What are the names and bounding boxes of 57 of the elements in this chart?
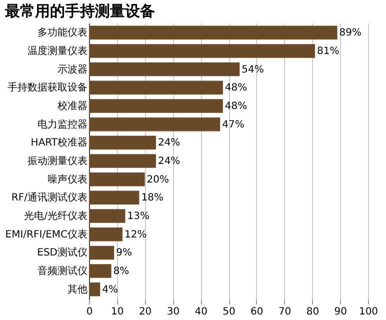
data-label: 89%	[339, 28, 362, 39]
data-label: 47%	[222, 119, 244, 130]
y-tick-label: 光电/光纤仪表	[24, 210, 88, 222]
data-label: 20%	[146, 174, 170, 186]
bar	[89, 62, 240, 76]
y-tick-label: 振动测量仪表	[28, 155, 88, 167]
y-tick-label: RF/通讯测试仪表	[11, 192, 88, 204]
y-tick-label: 校准器	[56, 100, 88, 112]
bar	[89, 136, 156, 150]
y-tick-label: 其他	[68, 283, 88, 296]
data-label: 12%	[124, 229, 147, 240]
bar	[89, 99, 223, 113]
x-tick-label: 40	[194, 306, 208, 318]
bar	[89, 154, 156, 168]
bar	[89, 246, 114, 260]
x-tick-label: 90	[334, 306, 347, 318]
bar	[89, 26, 338, 40]
bar	[89, 282, 100, 296]
data-label: 24%	[158, 138, 180, 149]
y-tick-label: 手持数据获取设备	[8, 82, 88, 94]
x-tick-label: 50	[222, 306, 236, 318]
y-tick-label: 电力监控器	[38, 118, 88, 130]
bar	[89, 44, 315, 58]
y-tick-label: 示波器	[58, 63, 88, 76]
y-tick-label: 温度测量仪表	[28, 44, 88, 57]
x-tick-label: 10	[111, 306, 124, 318]
x-tick-label: 80	[306, 306, 320, 318]
bar	[89, 264, 112, 278]
x-tick-label: 100	[358, 306, 378, 318]
x-tick-label: 0	[86, 306, 93, 318]
data-label: 54%	[242, 64, 264, 76]
data-label: 8%	[113, 266, 130, 278]
data-label: 13%	[127, 211, 150, 222]
bar	[89, 209, 126, 223]
bar	[89, 117, 220, 132]
x-tick-label: 20	[138, 306, 152, 318]
bar	[89, 80, 223, 95]
bar	[89, 190, 140, 205]
bar	[89, 227, 122, 242]
data-label: 24%	[158, 156, 180, 167]
y-tick-label: 音频测试仪	[38, 265, 88, 278]
x-tick-label: 30	[166, 306, 180, 318]
data-label: 48%	[224, 82, 248, 94]
x-tick-label: 60	[250, 306, 264, 318]
y-tick-label: 噪声仪表	[48, 173, 88, 186]
chart-title: 最常用的手持测量设备	[4, 2, 155, 20]
y-tick-label: EMI/RFI/EMC仪表	[5, 228, 88, 240]
data-label: 4%	[102, 284, 118, 296]
y-tick-label: HART校准器	[30, 136, 88, 149]
x-tick-label: 70	[278, 306, 292, 318]
y-tick-label: 多功能仪表	[38, 26, 88, 39]
data-label: 9%	[116, 248, 132, 259]
data-label: 18%	[141, 192, 164, 204]
y-tick-label: ESD测试仪	[37, 246, 88, 259]
data-label: 48%	[224, 100, 248, 112]
bar	[89, 172, 145, 186]
data-label: 81%	[316, 46, 340, 57]
